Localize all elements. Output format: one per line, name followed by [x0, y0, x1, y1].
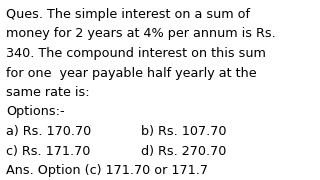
Text: money for 2 years at 4% per annum is Rs.: money for 2 years at 4% per annum is Rs.	[6, 28, 276, 40]
Text: d) Rs. 270.70: d) Rs. 270.70	[141, 145, 226, 158]
Text: same rate is:: same rate is:	[6, 86, 89, 99]
Text: 340. The compound interest on this sum: 340. The compound interest on this sum	[6, 47, 266, 60]
Text: Ans. Option (c) 171.70 or 171.7: Ans. Option (c) 171.70 or 171.7	[6, 164, 208, 177]
Text: Options:-: Options:-	[6, 105, 64, 118]
Text: Ques. The simple interest on a sum of: Ques. The simple interest on a sum of	[6, 8, 250, 21]
Text: for one  year payable half yearly at the: for one year payable half yearly at the	[6, 66, 256, 80]
Text: a) Rs. 170.70: a) Rs. 170.70	[6, 125, 91, 138]
Text: b) Rs. 107.70: b) Rs. 107.70	[141, 125, 226, 138]
Text: c) Rs. 171.70: c) Rs. 171.70	[6, 145, 90, 158]
